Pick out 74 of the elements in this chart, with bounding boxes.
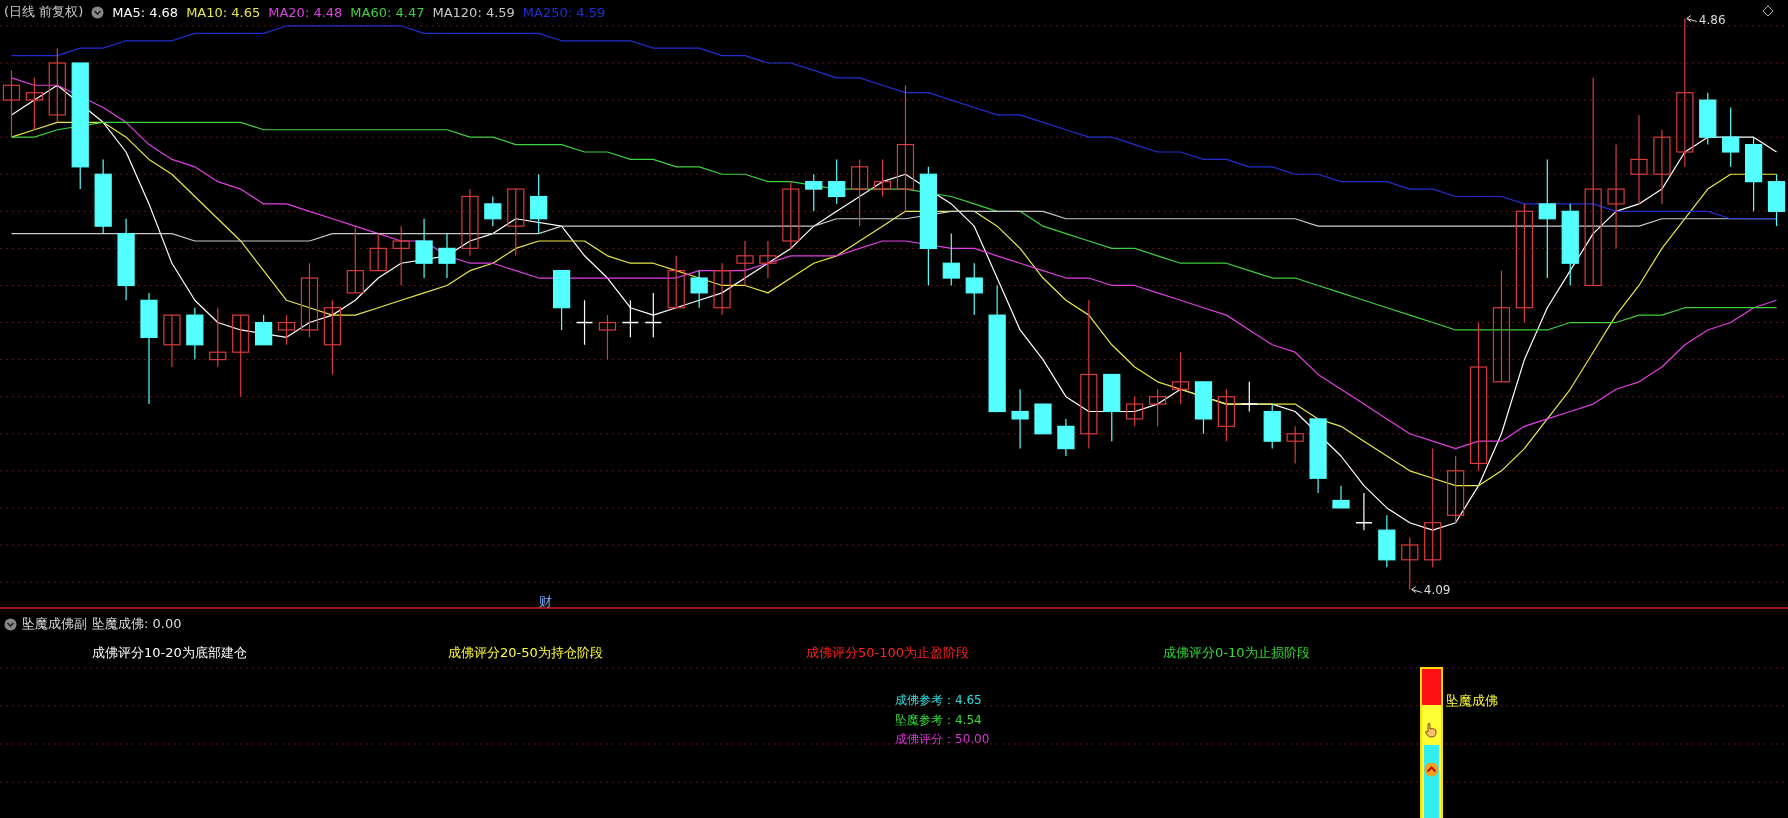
annotation: 财 [539,594,553,609]
text: MA120: 4.59 [432,4,515,20]
candlestick [1332,485,1350,509]
candlestick [598,314,617,361]
candlestick [782,181,800,249]
candlestick [1722,106,1740,168]
candlestick [254,314,273,346]
candlestick [392,225,410,287]
candlestick [530,173,548,235]
candlestick [1584,77,1602,287]
text: MA60: 4.47 [350,4,425,20]
candlestick [1538,158,1556,279]
candlestick [1148,388,1167,427]
candlestick [828,158,846,205]
candlestick [461,188,479,257]
candlestick [209,307,227,368]
candlestick [1630,114,1648,205]
candlestick [438,232,456,279]
candlestick [507,188,525,257]
text: 坠魔参考：4.54 [895,712,982,729]
candlestick [1469,321,1488,472]
candlestick [300,262,319,338]
text: 成佛评分0-10为止损阶段 [1163,644,1310,662]
candlestick [713,262,731,316]
candlestick [942,232,960,287]
text: MA5: 4.68 [112,4,179,20]
candlestick [1446,455,1465,524]
series-label: MA250: 4.59 [522,4,606,20]
candlestick [369,232,387,272]
candlestick [323,299,342,376]
candlestick [690,270,708,309]
candlestick [1057,418,1075,457]
annotation: 4.09 [1423,583,1451,598]
candlestick [667,255,685,309]
candlestick [1492,270,1511,383]
candlestick [965,262,983,316]
text: 成佛评分50-100为止盈阶段 [806,644,970,662]
candlestick [1171,351,1190,405]
candlestick [873,158,892,198]
candlestick [850,158,869,227]
chart-title: (日线 前复权) [4,3,84,21]
text: MA10: 4.65 [186,4,261,20]
text: MA20: 4.48 [268,4,343,20]
candlestick [759,240,777,279]
candlestick [1217,388,1236,442]
candlestick [1515,203,1534,324]
text: 坠魔成佛: 0.00 [92,615,182,633]
candlestick [1424,447,1442,568]
annotation: 4.86 [1698,12,1726,27]
candlestick [415,218,433,279]
candlestick [25,77,44,131]
candlestick [1607,143,1625,249]
candlestick [48,47,66,123]
candlestick [277,314,296,346]
candlestick [2,69,21,138]
text: 坠魔成佛副 [22,615,87,633]
candlestick [1653,129,1671,205]
text: 成佛参考：4.65 [895,692,982,709]
candlestick [1240,381,1259,413]
text: 成佛评分：50.00 [895,731,990,748]
candlestick [1080,299,1098,450]
candlestick [805,173,823,212]
candlestick [896,84,915,212]
candlestick [163,314,181,368]
candlestick [1286,425,1304,465]
candlestick [232,314,250,398]
candlestick [484,195,502,227]
text: 成佛评分20-50为持仓阶段 [448,644,603,662]
candlestick [736,240,754,287]
candlestick [1011,388,1029,450]
text: 成佛评分10-20为底部建仓 [92,644,247,662]
candlestick [1126,396,1144,427]
text: 坠魔成佛 [1446,692,1498,710]
candlestick [346,225,364,294]
